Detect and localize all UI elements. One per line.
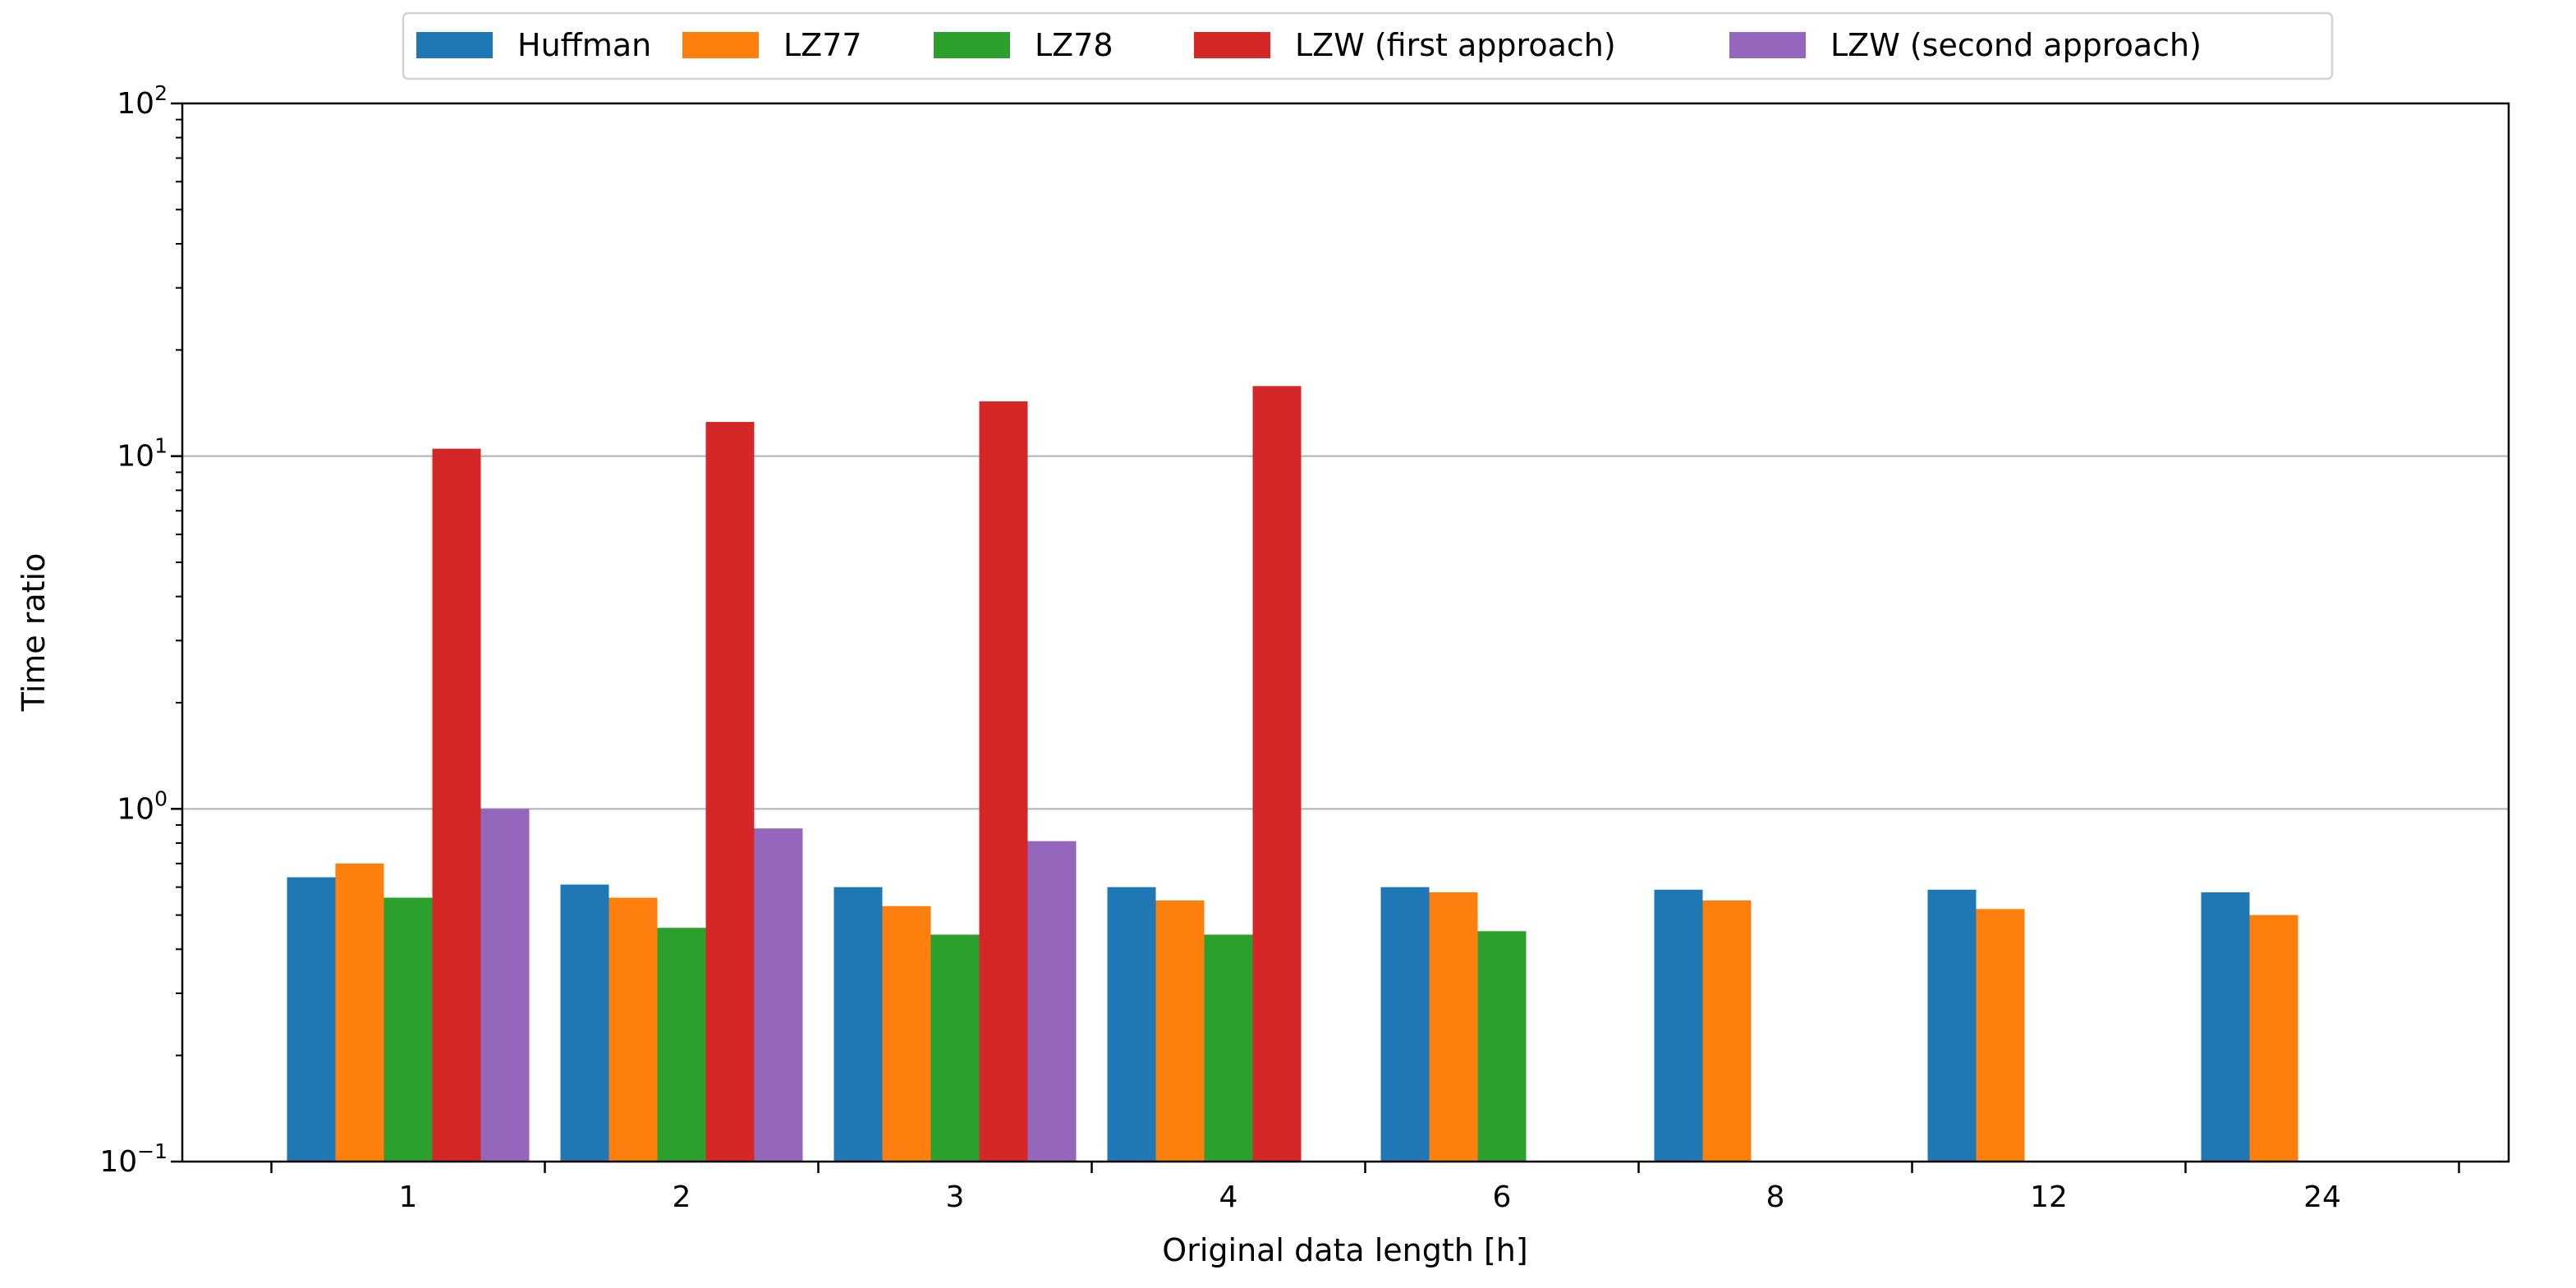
legend-label: LZW (first approach) <box>1295 27 1616 63</box>
bar <box>1654 889 1703 1162</box>
y-tick-exponent: 2 <box>154 81 168 105</box>
y-tick-label: 10−1 <box>99 1139 168 1179</box>
bar <box>1155 900 1205 1162</box>
gridlines <box>182 455 2509 810</box>
bar <box>1927 889 1977 1162</box>
y-tick-exponent: 0 <box>154 786 168 810</box>
y-axis-label: Time ratio <box>16 553 52 713</box>
bar <box>1976 909 2025 1162</box>
bar <box>882 905 931 1162</box>
legend-frame <box>402 11 2334 80</box>
legend-swatch <box>934 32 1010 58</box>
legend-label: LZW (second approach) <box>1830 27 2202 63</box>
bar <box>833 887 883 1162</box>
legend-label: LZ78 <box>1035 27 1114 63</box>
bar <box>1027 841 1077 1162</box>
bar <box>1702 900 1752 1162</box>
x-tick-label: 6 <box>1493 1180 1512 1214</box>
bar <box>1380 887 1430 1162</box>
bar <box>335 863 384 1162</box>
x-axis-label: Original data length [h] <box>1162 1232 1527 1268</box>
x-tick-label: 4 <box>1219 1180 1238 1214</box>
bar <box>930 934 980 1162</box>
legend: Huffman LZ77 LZ78 LZW (first approach) LZW (… <box>402 11 2334 80</box>
bar <box>608 897 658 1162</box>
y-tick-label: 100 <box>117 786 168 826</box>
legend-swatch <box>1194 32 1270 58</box>
bar <box>480 809 530 1162</box>
bar <box>1477 931 1527 1162</box>
y-tick-base: 10 <box>117 87 154 121</box>
plot-area-frame <box>181 102 2510 1163</box>
y-tick-exponent: −1 <box>137 1139 168 1163</box>
legend-label: LZ77 <box>783 27 862 63</box>
bar <box>287 877 336 1162</box>
x-tick-label: 3 <box>946 1180 965 1214</box>
bar <box>754 828 803 1162</box>
bar <box>979 401 1028 1162</box>
bars <box>287 386 2298 1162</box>
legend-swatch <box>416 32 493 58</box>
y-tick-label: 102 <box>117 81 168 121</box>
bar <box>2249 914 2298 1162</box>
y-tick-base: 10 <box>99 1145 137 1179</box>
bar <box>2201 892 2250 1162</box>
y-tick-base: 10 <box>117 440 154 474</box>
bar <box>1429 892 1478 1162</box>
bar <box>1107 887 1156 1162</box>
x-tick-label: 24 <box>2303 1180 2341 1214</box>
y-tick-base: 10 <box>117 792 154 826</box>
bar <box>432 448 481 1162</box>
bar <box>560 884 609 1162</box>
x-axis: 1 2 3 4 6 8 12 24 <box>270 1162 2460 1214</box>
legend-swatch <box>682 32 759 58</box>
bar <box>657 928 706 1162</box>
bar <box>383 897 433 1162</box>
legend-label: Huffman <box>517 27 651 63</box>
x-tick-label: 8 <box>1766 1180 1785 1214</box>
x-tick-label: 2 <box>673 1180 691 1214</box>
x-tick-label: 1 <box>399 1180 418 1214</box>
x-tick-label: 12 <box>2030 1180 2068 1214</box>
bar <box>1204 934 1253 1162</box>
bar <box>1252 386 1302 1162</box>
y-tick-exponent: 1 <box>154 434 168 458</box>
bar <box>705 422 755 1162</box>
legend-swatch <box>1729 32 1806 58</box>
y-tick-label: 101 <box>117 434 168 474</box>
